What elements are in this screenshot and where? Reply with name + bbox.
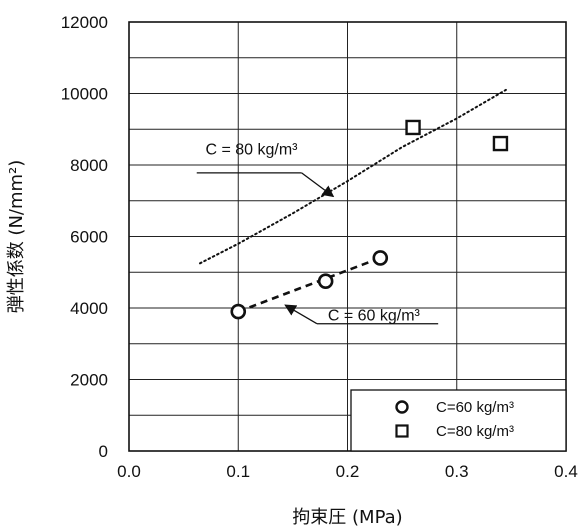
legend-label: C=60 kg/m³ [436,399,514,416]
data-point-c60 [230,303,247,320]
y-tick-label: 0 [99,442,108,461]
x-tick-label: 0.2 [336,462,360,481]
x-tick-labels: 0.0 0.1 0.2 0.3 0.4 [117,462,578,481]
x-tick-label: 0.1 [226,462,250,481]
x-tick-label: 0.0 [117,462,141,481]
gridlines [129,22,566,451]
legend-box [350,389,567,452]
data-point-c80 [492,135,509,152]
data-point-c80 [405,119,421,136]
y-tick-label: 12000 [61,13,108,32]
fit-lines [199,88,507,313]
annotation-c60-arrow [284,304,318,325]
y-tick-label: 10000 [61,85,108,104]
y-axis-title: 弾性係数 (N/mm²) [6,160,27,314]
y-tick-label: 4000 [70,299,108,318]
data-point-c60 [317,273,334,289]
x-tick-label: 0.4 [554,462,578,481]
annotation-c80-arrow [301,172,335,198]
legend-marker-square [395,424,409,438]
y-tick-label: 6000 [70,228,108,247]
fit-line-c80 [199,88,507,265]
x-tick-label: 0.3 [445,462,469,481]
annotation-c80: C = 80 kg/m³ [205,141,298,158]
data-point-c60 [372,250,389,266]
legend: C=60 kg/m³ C=80 kg/m³ [350,389,567,452]
legend-marker-circle [395,400,409,414]
y-tick-label: 8000 [70,156,108,175]
fit-line-c60 [237,256,381,313]
annotation-c60: C = 60 kg/m³ [328,308,421,325]
legend-label: C=80 kg/m³ [436,423,514,440]
x-axis-title: 拘束圧 (MPa) [292,507,402,528]
data-markers [230,119,509,320]
plot-frame [128,21,567,452]
y-tick-label: 2000 [70,371,108,390]
annotations: C = 80 kg/m³ C = 60 kg/m³ [196,141,439,325]
y-tick-labels: 0 2000 4000 6000 8000 10000 12000 [61,13,108,461]
